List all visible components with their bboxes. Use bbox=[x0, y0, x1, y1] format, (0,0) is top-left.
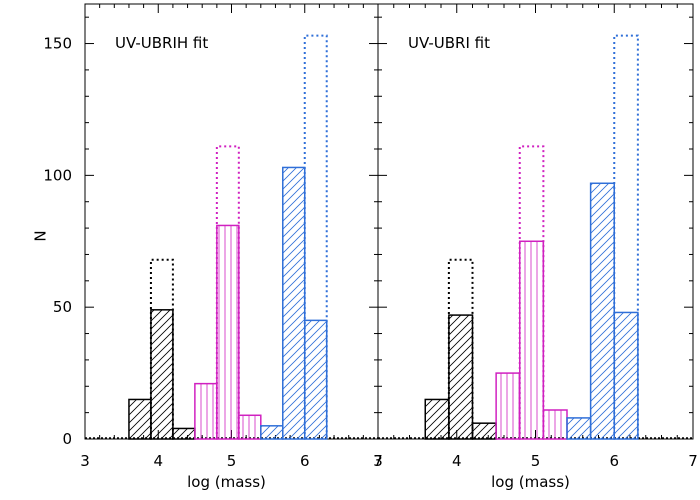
x-axis-label: log (mass) bbox=[187, 473, 266, 491]
bar bbox=[448, 314, 474, 440]
panel-2: 3 4 5 6 7 UV-UBRI fit log (mass) bbox=[373, 3, 698, 491]
series-low-solid-hatched bbox=[128, 309, 196, 440]
bar bbox=[172, 427, 196, 440]
series-mid-solid-hatched bbox=[194, 224, 262, 440]
bar bbox=[128, 398, 152, 440]
x-tick-label: 6 bbox=[300, 452, 310, 470]
y-axis-label: N bbox=[32, 230, 50, 241]
series-high-dotted bbox=[303, 34, 328, 439]
bar bbox=[589, 182, 615, 440]
y-tick-label: 100 bbox=[43, 166, 72, 184]
panel-1: 3 4 5 6 7 0 50 100 150 UV-UBRIH fit log (mass) bbox=[43, 3, 383, 491]
bar bbox=[282, 166, 306, 440]
y-tick-label: 0 bbox=[62, 430, 72, 448]
panels: 3 4 5 6 7 0 50 100 150 UV-UBRIH fit log (mass) 3 4 5 6… bbox=[43, 3, 698, 491]
x-tick-label: 3 bbox=[80, 452, 90, 470]
bar bbox=[495, 372, 521, 440]
bar bbox=[542, 409, 568, 440]
series-mid-dotted bbox=[518, 145, 545, 439]
bar-dotted bbox=[518, 145, 545, 439]
series-mid-dotted bbox=[215, 145, 240, 439]
series-high-dotted bbox=[613, 34, 639, 439]
bar-dotted bbox=[149, 258, 174, 439]
bar bbox=[304, 319, 328, 440]
x-tick-label: 6 bbox=[609, 452, 619, 470]
bar bbox=[519, 240, 545, 440]
x-tick-label: 4 bbox=[153, 452, 163, 470]
series-low-dotted bbox=[149, 258, 174, 439]
bar bbox=[216, 224, 240, 440]
y-tick-label: 150 bbox=[43, 35, 72, 53]
x-tick-label: 5 bbox=[227, 452, 237, 470]
series-low-solid-hatched bbox=[424, 314, 497, 440]
bar-dotted bbox=[447, 258, 474, 439]
x-tick-label: 4 bbox=[452, 452, 462, 470]
x-axis-label: log (mass) bbox=[491, 473, 570, 491]
series-mid-solid-hatched bbox=[495, 240, 568, 440]
bar bbox=[566, 417, 592, 440]
bar bbox=[194, 382, 218, 440]
series-high-solid-hatched bbox=[260, 166, 328, 440]
bar-dotted bbox=[613, 34, 639, 439]
bar bbox=[613, 311, 639, 440]
series-high-solid-hatched bbox=[566, 182, 639, 440]
bar bbox=[471, 422, 497, 440]
y-tick-label: 50 bbox=[53, 298, 72, 316]
bar bbox=[260, 425, 284, 440]
series-low-dotted bbox=[447, 258, 474, 439]
x-tick-label: 3 bbox=[373, 452, 383, 470]
bar bbox=[150, 309, 174, 440]
panel-title: UV-UBRI fit bbox=[408, 34, 490, 52]
panel-title: UV-UBRIH fit bbox=[115, 34, 208, 52]
x-tick-label: 7 bbox=[688, 452, 698, 470]
x-tick-label: 5 bbox=[531, 452, 541, 470]
bar bbox=[238, 414, 262, 440]
bar-dotted bbox=[303, 34, 328, 439]
x-tick-label: 7 bbox=[373, 452, 383, 470]
bar bbox=[424, 398, 450, 440]
bar-dotted bbox=[215, 145, 240, 439]
